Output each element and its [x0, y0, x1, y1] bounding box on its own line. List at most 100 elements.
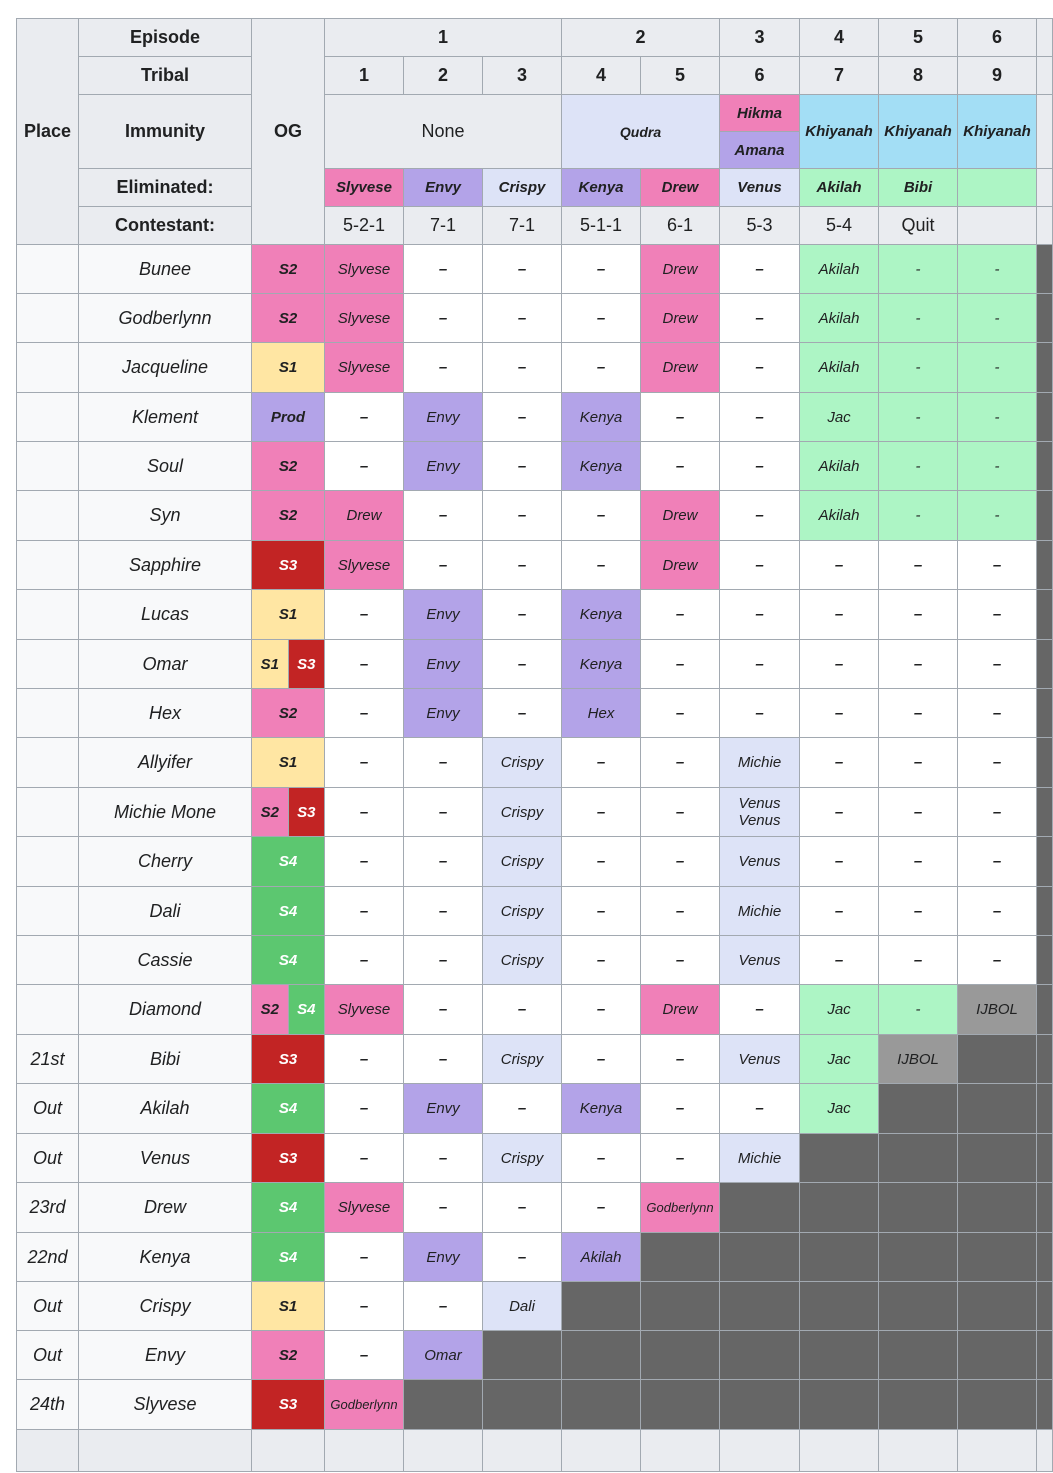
vote-cell: – [482, 688, 562, 738]
vote-cell: – [640, 441, 720, 491]
vote-cell: Godberlynn [640, 1182, 720, 1233]
vote-cell: – [561, 737, 641, 788]
contestant-name: Michie Mone [78, 787, 252, 837]
vote-cell: Crispy [482, 1034, 562, 1084]
og-season-cell: S4 [251, 836, 325, 887]
eliminated-blank-cell [719, 1182, 800, 1233]
eliminated-6: Venus [719, 168, 800, 207]
vote-cell: Akilah [799, 342, 879, 393]
vote-cell: Envy [403, 441, 483, 491]
vote-cell: Slyvese [324, 244, 404, 294]
vote-cell: Akilah [799, 293, 879, 343]
place-cell: 22nd [16, 1232, 79, 1282]
table-row: Sapphire S3 Slyvese – – – Drew – – – – [16, 540, 1053, 590]
extra-column-cell [1036, 1330, 1053, 1380]
extra-column-cell [1036, 490, 1053, 541]
eliminated-9 [957, 168, 1037, 207]
place-cell [16, 984, 79, 1035]
vote-cell: – [324, 1034, 404, 1084]
vote-cell: – [878, 540, 958, 590]
extra-column-header [1036, 94, 1053, 169]
vote-cell: – [878, 688, 958, 738]
vote-cell: – [957, 787, 1037, 837]
og-season-cell: S1 [251, 342, 325, 393]
table-row: Out Venus S3– – Crispy – – Michie [16, 1133, 1053, 1183]
place-cell [16, 886, 79, 936]
eliminated-8: Bibi [878, 168, 958, 207]
place-cell: Out [16, 1133, 79, 1183]
eliminated-blank-cell [561, 1281, 641, 1331]
vote-cell: Kenya [561, 639, 641, 689]
vote-cell: Venus [719, 836, 800, 887]
vote-cell: – [799, 886, 879, 936]
immunity-none: None [324, 94, 562, 169]
contestant-name: Cassie [78, 935, 252, 985]
og-season-cell: S3 [251, 1133, 325, 1183]
place-cell [16, 441, 79, 491]
place-cell: 23rd [16, 1182, 79, 1233]
eliminated-blank-cell [719, 1379, 800, 1430]
vote-cell: – [561, 490, 641, 541]
eliminated-header: Eliminated: [78, 168, 252, 207]
vote-cell: – [482, 984, 562, 1035]
extra-column-cell [1036, 1379, 1053, 1430]
vote-cell: – [561, 886, 641, 936]
og-season-cell: S2 [251, 688, 325, 738]
vote-cell: Slyvese [324, 293, 404, 343]
eliminated-blank-cell [561, 1330, 641, 1380]
vote-cell: – [640, 737, 720, 788]
vote-cell: – [640, 392, 720, 442]
place-cell [16, 639, 79, 689]
vote-cell: – [324, 886, 404, 936]
vote-cell: – [403, 244, 483, 294]
og-season-cell: S2 [251, 441, 325, 491]
vote-cell: Michie [719, 886, 800, 936]
contestant-rows: Bunee S2 Slyvese – – – Drew – Akilah - - Godberlynn… [16, 244, 1053, 1430]
contestant-name: Slyvese [78, 1379, 252, 1430]
vote-cell: – [957, 639, 1037, 689]
vote-cell: – [324, 441, 404, 491]
eliminated-blank-cell [799, 1330, 879, 1380]
table-row: Hex S2– Envy – Hex – – – – – [16, 688, 1053, 738]
vote-cell: Venus [719, 1034, 800, 1084]
tribal-4-header: 4 [561, 56, 641, 95]
eliminated-blank-cell [957, 1083, 1037, 1134]
vote-cell: Crispy [482, 935, 562, 985]
og-season-cell: S1 S3 [251, 639, 325, 689]
table-row: 22nd Kenya S4– Envy – Akilah [16, 1232, 1053, 1282]
contestant-name: Syn [78, 490, 252, 541]
extra-column-cell [1036, 984, 1053, 1035]
og-season-badge: S2 [252, 985, 288, 1034]
vote-cell: – [561, 342, 641, 393]
vote-cell: – [561, 935, 641, 985]
vote-cell: Akilah [799, 244, 879, 294]
voting-history-table-container: Place Episode OG 1 2 3 4 5 6 Tribal 1 2 … [16, 18, 1053, 1472]
place-cell: 21st [16, 1034, 79, 1084]
vote-cell: Drew [640, 293, 720, 343]
tribal-8-header: 8 [878, 56, 958, 95]
vote-cell: – [799, 935, 879, 985]
vote-cell: – [878, 886, 958, 936]
extra-column-cell [1036, 1232, 1053, 1282]
table-row: Dali S4– – Crispy – – Michie – – – [16, 886, 1053, 936]
contestant-name: Omar [78, 639, 252, 689]
contestant-name: Kenya [78, 1232, 252, 1282]
vote-count-6: 5-3 [719, 206, 800, 245]
vote-cell: Michie [719, 737, 800, 788]
vote-cell: - [957, 392, 1037, 442]
eliminated-blank-cell [878, 1133, 958, 1183]
vote-cell: – [324, 1083, 404, 1134]
immunity-khiyanah-7: Khiyanah [799, 94, 879, 169]
footer-cell [324, 1429, 404, 1472]
tribal-header: Tribal [78, 56, 252, 95]
footer-cell [799, 1429, 879, 1472]
og-season-badge: S1 [252, 640, 288, 688]
vote-cell: Crispy [482, 886, 562, 936]
eliminated-blank-cell [799, 1182, 879, 1233]
contestant-name: Allyifer [78, 737, 252, 788]
vote-cell: – [324, 787, 404, 837]
vote-cell: – [719, 1083, 800, 1134]
vote-count-4: 5-1-1 [561, 206, 641, 245]
vote-cell: – [403, 1133, 483, 1183]
vote-cell: – [561, 293, 641, 343]
